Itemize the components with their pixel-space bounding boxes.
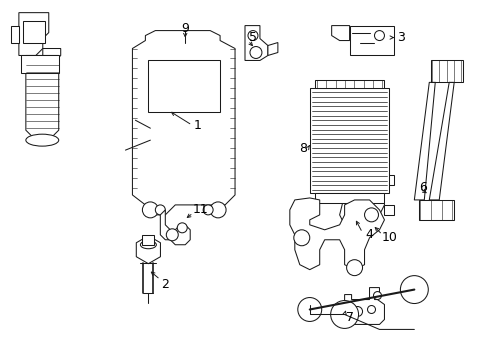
Bar	[309, 88, 388, 193]
Circle shape	[297, 298, 321, 321]
Circle shape	[330, 301, 358, 328]
Text: 3: 3	[397, 31, 405, 44]
Circle shape	[374, 31, 384, 41]
Text: 1: 1	[193, 119, 201, 132]
Bar	[419, 200, 453, 220]
Circle shape	[400, 276, 427, 303]
Text: 9: 9	[181, 22, 189, 35]
Polygon shape	[344, 288, 384, 324]
Circle shape	[177, 223, 187, 233]
Circle shape	[249, 46, 262, 58]
Bar	[21, 55, 59, 73]
Polygon shape	[244, 26, 267, 60]
Bar	[430, 60, 462, 82]
Ellipse shape	[26, 134, 59, 146]
Polygon shape	[42, 49, 61, 60]
Text: 4: 4	[365, 228, 373, 241]
Text: 5: 5	[248, 31, 256, 44]
Polygon shape	[384, 175, 394, 185]
Circle shape	[142, 202, 158, 218]
Bar	[142, 235, 154, 245]
Circle shape	[352, 306, 362, 316]
Circle shape	[155, 205, 165, 215]
Bar	[23, 21, 45, 42]
Circle shape	[210, 202, 225, 218]
Bar	[148, 60, 220, 112]
Polygon shape	[331, 26, 349, 41]
Circle shape	[346, 260, 362, 276]
Circle shape	[357, 188, 371, 202]
Text: 8: 8	[298, 141, 306, 155]
Circle shape	[339, 169, 355, 185]
Bar	[314, 80, 384, 88]
Circle shape	[247, 31, 258, 41]
Text: 10: 10	[381, 231, 397, 244]
Bar	[314, 193, 384, 203]
Polygon shape	[26, 55, 59, 140]
Circle shape	[203, 205, 213, 215]
Circle shape	[293, 230, 309, 246]
Text: 2: 2	[161, 278, 169, 291]
Text: 7: 7	[345, 311, 353, 324]
Ellipse shape	[140, 241, 156, 249]
Circle shape	[166, 229, 178, 241]
Circle shape	[373, 292, 381, 300]
Polygon shape	[19, 13, 49, 55]
Text: 6: 6	[419, 181, 427, 194]
Circle shape	[364, 208, 378, 222]
Circle shape	[367, 306, 375, 314]
Text: 11: 11	[192, 203, 207, 216]
Polygon shape	[132, 31, 235, 215]
Polygon shape	[384, 205, 394, 215]
Bar	[349, 26, 394, 55]
Polygon shape	[289, 198, 384, 270]
Polygon shape	[267, 42, 277, 55]
Polygon shape	[11, 26, 19, 42]
Polygon shape	[160, 210, 190, 245]
Polygon shape	[136, 236, 160, 264]
Polygon shape	[329, 155, 384, 225]
